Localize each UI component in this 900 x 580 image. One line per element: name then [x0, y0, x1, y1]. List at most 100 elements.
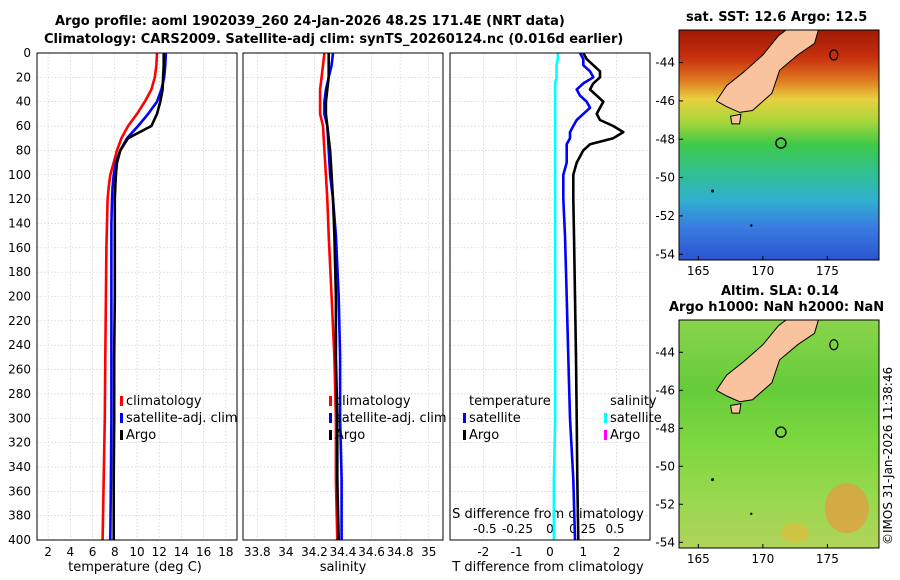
sla-map-y-tick-label: -44	[655, 345, 675, 359]
sst-map-x-tick-label: 170	[751, 264, 774, 278]
tdiff-legend-label: satellite	[469, 411, 521, 426]
sal-x-tick-label: 34	[278, 545, 293, 559]
diff-x-tick-label: 2	[613, 545, 621, 559]
sst-map-auckland-islands	[711, 189, 715, 193]
sst-map-x-tick-label: 165	[687, 264, 710, 278]
sal-series-line	[318, 52, 339, 541]
sal-x-tick-label: 35	[421, 545, 436, 559]
y-tick-label: 140	[8, 216, 31, 230]
sdiff-legend-swatch	[604, 430, 607, 440]
sla-map-argo-position-marker	[775, 426, 787, 438]
tdiff-argo-line	[571, 52, 625, 541]
sla-map-x-tick-label: 170	[751, 552, 774, 566]
temp-x-tick-label: 18	[218, 545, 233, 559]
sal-x-tick-label: 34.8	[387, 545, 414, 559]
tdiff-legend-swatch	[463, 430, 466, 440]
temp-legend-swatch	[120, 413, 123, 423]
y-tick-label: 40	[16, 95, 31, 109]
sal-legend-swatch	[329, 430, 332, 440]
sdiff-x-tick-label: 0.25	[569, 522, 596, 536]
diff-frame	[449, 52, 651, 541]
sst-map-campbell-island	[750, 224, 753, 227]
sst-map-frame	[678, 29, 880, 261]
sst-map-south-island-land	[715, 29, 820, 113]
sla-map-warm-blob	[781, 522, 810, 543]
y-tick-label: 380	[8, 509, 31, 523]
sst-map-y-tick-label: -50	[655, 171, 675, 185]
temp-legend-label: Argo	[126, 428, 156, 443]
sal-x-tick-label: 34.4	[330, 545, 357, 559]
sla-map-y-tick-label: -48	[655, 421, 675, 435]
temp-legend-swatch	[120, 396, 123, 406]
sst-map-stewart-island-land	[730, 113, 742, 125]
temp-frame	[36, 52, 238, 541]
sst-map-y-tick-label: -52	[655, 209, 675, 223]
sst-map-title: sat. SST: 12.6 Argo: 12.5	[686, 10, 868, 25]
sla-map-x-tick-label: 165	[687, 552, 710, 566]
sla-map-warm-blob	[824, 483, 869, 534]
sdiff-x-axis-label: S difference from climatology	[452, 507, 644, 522]
diff-x-tick-label: 1	[580, 545, 588, 559]
title-line-1: Argo profile: aoml 1902039_260 24-Jan-20…	[55, 14, 565, 29]
sla-map-y-tick-label: -46	[655, 383, 675, 397]
temp-series-line	[101, 52, 159, 541]
sla-map-title-2: Argo h1000: NaN h2000: NaN	[669, 300, 885, 315]
y-tick-label: 80	[16, 143, 31, 157]
tdiff-x-axis-label: T difference from climatology	[451, 560, 644, 575]
y-tick-label: 0	[23, 46, 31, 60]
sdiff-x-tick-label: -0.5	[473, 522, 496, 536]
sla-map-campbell-island	[750, 512, 753, 515]
sal-legend-swatch	[329, 396, 332, 406]
temp-legend-swatch	[120, 430, 123, 440]
temp-legend-label: climatology	[126, 394, 202, 409]
y-tick-label: 360	[8, 484, 31, 498]
sdiff-x-tick-label: -0.25	[502, 522, 533, 536]
y-tick-label: 100	[8, 168, 31, 182]
sla-map-contour	[829, 339, 839, 351]
y-tick-label: 340	[8, 460, 31, 474]
temp-series-line	[112, 53, 165, 540]
sdiff-legend-label: Argo	[610, 428, 640, 443]
sdiff-x-tick-label: 0.5	[605, 522, 624, 536]
temp-x-tick-label: 4	[67, 545, 75, 559]
sal-frame	[242, 52, 444, 541]
temp-series-line	[109, 52, 168, 541]
diff-x-tick-label: 0	[546, 545, 554, 559]
sal-x-tick-label: 34.6	[358, 545, 385, 559]
sdiff-legend-label: satellite	[610, 411, 662, 426]
y-tick-label: 400	[8, 533, 31, 547]
sla-map-auckland-islands	[711, 478, 715, 482]
temp-legend-label: satellite-adj. clim	[126, 411, 238, 426]
y-tick-label: 300	[8, 411, 31, 425]
diff-x-tick-label: -2	[477, 545, 489, 559]
sla-map-south-island-land	[715, 319, 820, 403]
y-tick-label: 220	[8, 314, 31, 328]
title-line-2: Climatology: CARS2009. Satellite-adj cli…	[44, 32, 624, 47]
sdiff-legend-label: salinity	[610, 394, 657, 409]
sst-map-argo-position-marker	[775, 137, 787, 149]
temp-x-tick-label: 16	[196, 545, 211, 559]
sst-map-x-tick-label: 175	[816, 264, 839, 278]
sst-map-y-tick-label: -48	[655, 132, 675, 146]
y-tick-label: 320	[8, 436, 31, 450]
y-tick-label: 200	[8, 290, 31, 304]
temp-x-tick-label: 8	[111, 545, 119, 559]
sal-series-line	[324, 53, 340, 541]
sla-map-y-tick-label: -52	[655, 497, 675, 511]
sla-map-title-1: Altim. SLA: 0.14	[721, 284, 839, 299]
y-tick-label: 280	[8, 387, 31, 401]
y-tick-label: 160	[8, 241, 31, 255]
y-tick-label: 260	[8, 363, 31, 377]
sla-map-y-tick-label: -50	[655, 459, 675, 473]
y-tick-label: 240	[8, 338, 31, 352]
sst-map-y-tick-label: -46	[655, 94, 675, 108]
temp-x-axis-label: temperature (deg C)	[68, 560, 202, 575]
sal-x-tick-label: 33.8	[244, 545, 271, 559]
temp-x-tick-label: 6	[89, 545, 97, 559]
y-tick-label: 20	[16, 70, 31, 84]
tdiff-satellite-line	[561, 52, 595, 541]
sal-legend-label: Argo	[335, 428, 365, 443]
sla-map-y-tick-label: -54	[655, 535, 675, 549]
diff-x-tick-label: -1	[511, 545, 523, 559]
